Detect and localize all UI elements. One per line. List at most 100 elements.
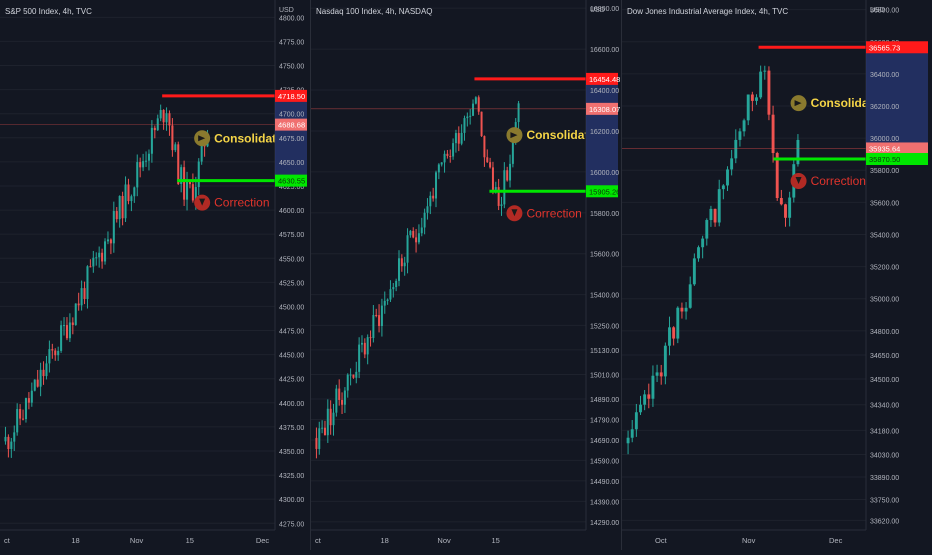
candle-body	[329, 408, 332, 426]
candle-body	[321, 427, 324, 429]
candle-body	[469, 115, 472, 117]
candle-body	[480, 111, 483, 137]
candle-body	[435, 172, 438, 199]
candle-body	[341, 399, 344, 405]
candle-body	[659, 372, 663, 377]
y-tick-label: 33890.00	[870, 475, 899, 482]
candle-body	[486, 157, 489, 163]
candle-body	[634, 412, 638, 430]
y-tick-label: 16200.00	[590, 129, 619, 136]
candle-body	[392, 287, 395, 290]
candle-body	[672, 327, 676, 339]
candle-body	[454, 133, 457, 144]
candle-body	[127, 184, 130, 202]
resistance-tag	[866, 41, 928, 54]
candle-body	[688, 284, 692, 308]
candle-body	[506, 170, 509, 181]
candle-body	[647, 394, 651, 399]
axis-range-highlight	[866, 47, 928, 159]
y-tick-label: 35000.00	[870, 297, 899, 304]
candle-body	[326, 408, 329, 436]
y-tick-label: 33750.00	[870, 497, 899, 504]
y-tick-label: 36400.00	[870, 72, 899, 79]
y-tick-label: 15800.00	[590, 211, 619, 218]
candle-body	[4, 436, 7, 442]
arrow-down-icon	[199, 198, 206, 206]
y-tick-label: 4450.00	[279, 353, 304, 360]
y-tick-label: 4675.00	[279, 136, 304, 143]
candle-body	[494, 187, 497, 190]
candle-body	[165, 113, 168, 123]
arrow-right-icon	[794, 100, 802, 107]
candle-body	[95, 257, 98, 259]
y-tick-label: 4650.00	[279, 160, 304, 167]
candle-body	[74, 303, 77, 325]
candle-body	[183, 167, 186, 200]
y-tick-label: 36200.00	[870, 104, 899, 111]
support-value: 15905.26	[589, 187, 620, 196]
candle-body	[676, 307, 680, 339]
arrow-down-icon	[795, 177, 802, 184]
candle-body	[734, 139, 738, 159]
candle-body	[755, 97, 758, 101]
candle-body	[197, 161, 200, 188]
y-tick-label: 15250.00	[590, 323, 619, 330]
candle-body	[796, 139, 800, 165]
y-tick-label: 34340.00	[870, 403, 899, 410]
candle-body	[383, 300, 386, 306]
candle-body	[626, 437, 630, 444]
candle-body	[13, 432, 16, 442]
candle-body	[763, 70, 767, 72]
candle-body	[39, 369, 42, 387]
candle-body	[369, 337, 372, 339]
candle-body	[639, 404, 642, 413]
candle-body	[346, 374, 349, 391]
y-tick-label: 35200.00	[870, 265, 899, 272]
y-tick-label: 34180.00	[870, 428, 899, 435]
candle-body	[194, 187, 197, 201]
candle-body	[406, 235, 409, 263]
candle-body	[360, 342, 363, 345]
candle-body	[457, 133, 460, 144]
candle-body	[318, 428, 321, 449]
candle-body	[643, 394, 647, 405]
candle-body	[86, 266, 89, 300]
candle-body	[400, 258, 403, 267]
x-tick-label: 15	[186, 536, 194, 545]
candle-body	[363, 342, 366, 355]
candle-body	[180, 167, 183, 185]
candle-body	[112, 211, 115, 244]
y-tick-label: 4700.00	[279, 112, 304, 119]
candle-body	[423, 212, 426, 228]
y-tick-label: 4550.00	[279, 256, 304, 263]
correction-label: Correction	[811, 174, 866, 188]
candle-body	[417, 233, 420, 243]
candle-body	[746, 94, 750, 121]
support-value: 35870.50	[869, 155, 900, 164]
candle-body	[491, 167, 494, 190]
y-tick-label: 4750.00	[279, 64, 304, 71]
resistance-tag	[275, 89, 307, 102]
candle-body	[372, 315, 375, 339]
candle-body	[692, 258, 696, 285]
candle-body	[186, 179, 189, 200]
y-tick-label: 14690.00	[590, 438, 619, 445]
candle-body	[147, 153, 150, 161]
candle-body	[668, 327, 671, 346]
candle-body	[77, 303, 80, 306]
correction-label: Correction	[214, 196, 269, 210]
y-tick-label: 14490.00	[590, 479, 619, 486]
x-tick-label: 18	[380, 536, 388, 545]
y-tick-label: 4375.00	[279, 425, 304, 432]
y-tick-label: 14290.00	[590, 520, 619, 527]
candle-body	[684, 307, 688, 312]
chart-title: Dow Jones Industrial Average Index, 4h, …	[627, 7, 788, 16]
candle-body	[472, 103, 475, 116]
axis-range-highlight	[275, 95, 307, 181]
y-tick-label: 34800.00	[870, 329, 899, 336]
arrow-right-icon	[510, 132, 518, 139]
candle-body	[133, 187, 136, 197]
y-tick-label: 34030.00	[870, 453, 899, 460]
candle-body	[460, 132, 463, 144]
